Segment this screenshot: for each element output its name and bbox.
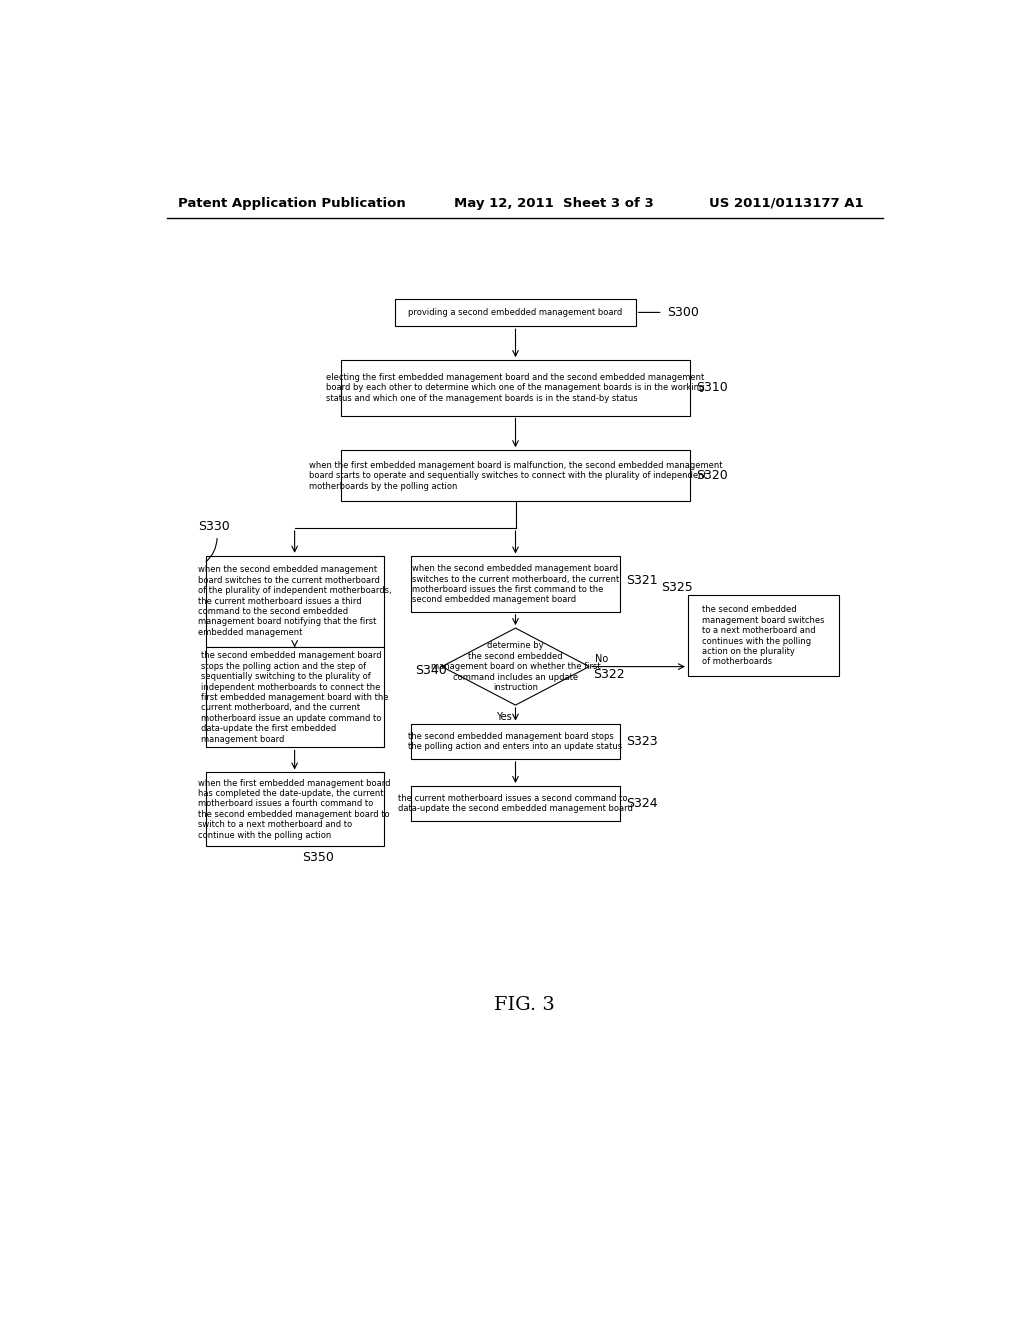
Text: Patent Application Publication: Patent Application Publication — [178, 197, 407, 210]
Text: US 2011/0113177 A1: US 2011/0113177 A1 — [710, 197, 864, 210]
Text: when the second embedded management
board switches to the current motherboard
of: when the second embedded management boar… — [198, 565, 391, 636]
Text: the second embedded
management board switches
to a next motherboard and
continue: the second embedded management board swi… — [702, 606, 824, 667]
Text: S300: S300 — [667, 306, 698, 319]
Text: S320: S320 — [696, 469, 728, 482]
Text: Yes: Yes — [496, 713, 512, 722]
FancyBboxPatch shape — [206, 556, 384, 647]
Text: S322: S322 — [593, 668, 625, 681]
Text: S310: S310 — [696, 381, 728, 395]
Text: when the second embedded management board
switches to the current motherboard, t: when the second embedded management boar… — [412, 564, 620, 605]
Text: No: No — [595, 653, 608, 664]
Text: S350: S350 — [302, 851, 334, 865]
FancyBboxPatch shape — [688, 595, 839, 676]
FancyBboxPatch shape — [411, 723, 621, 759]
FancyBboxPatch shape — [395, 298, 636, 326]
FancyBboxPatch shape — [411, 557, 621, 612]
FancyBboxPatch shape — [411, 785, 621, 821]
Text: the current motherboard issues a second command to
data-update the second embedd: the current motherboard issues a second … — [398, 793, 633, 813]
FancyBboxPatch shape — [206, 647, 384, 747]
Text: the second embedded management board
stops the polling action and the step of
se: the second embedded management board sto… — [201, 651, 388, 743]
Text: when the first embedded management board is malfunction, the second embedded man: when the first embedded management board… — [309, 461, 722, 491]
Text: providing a second embedded management board: providing a second embedded management b… — [409, 308, 623, 317]
Text: S325: S325 — [660, 581, 692, 594]
Text: S324: S324 — [627, 797, 658, 810]
FancyArrowPatch shape — [206, 539, 217, 561]
Text: when the first embedded management board
has completed the date-update, the curr: when the first embedded management board… — [199, 779, 391, 840]
Text: determine by
the second embedded
management board on whether the first
command i: determine by the second embedded managem… — [431, 642, 600, 692]
Text: electing the first embedded management board and the second embedded management
: electing the first embedded management b… — [327, 374, 705, 403]
FancyBboxPatch shape — [206, 772, 384, 846]
FancyBboxPatch shape — [341, 360, 690, 416]
Text: S321: S321 — [627, 574, 658, 587]
Text: S323: S323 — [627, 735, 658, 748]
Text: May 12, 2011  Sheet 3 of 3: May 12, 2011 Sheet 3 of 3 — [454, 197, 653, 210]
FancyBboxPatch shape — [341, 450, 690, 502]
Text: the second embedded management board stops
the polling action and enters into an: the second embedded management board sto… — [409, 731, 623, 751]
Text: FIG. 3: FIG. 3 — [495, 997, 555, 1014]
Text: S340: S340 — [415, 664, 446, 677]
Polygon shape — [442, 628, 589, 705]
Text: S330: S330 — [198, 520, 229, 533]
